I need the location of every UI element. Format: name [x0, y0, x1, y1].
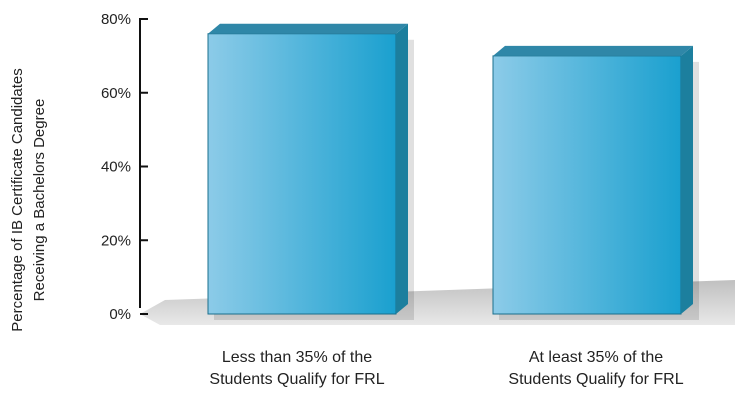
x-category-label: Students Qualify for FRL — [508, 371, 683, 388]
y-tick-label: 40% — [101, 159, 131, 176]
bar-top — [493, 45, 693, 56]
bar-side — [681, 45, 693, 314]
y-axis-title-line-2: Receiving a Bachelors Degree — [31, 99, 48, 302]
bar — [207, 23, 414, 320]
y-tick-label: 60% — [101, 85, 131, 102]
y-tick-label: 20% — [101, 232, 131, 249]
x-category-label: Students Qualify for FRL — [209, 371, 384, 388]
y-ticks: 0% 20% 40% 60% 80% — [101, 11, 148, 323]
bar — [492, 45, 699, 320]
bars — [207, 23, 699, 320]
y-axis-title: Percentage of IB Certificate Candidates … — [9, 68, 48, 331]
category-labels: Less than 35% of the Students Qualify for… — [209, 349, 683, 388]
bar-front — [207, 33, 397, 315]
y-tick-label: 80% — [101, 11, 131, 28]
x-category-label: Less than 35% of the — [222, 349, 372, 366]
y-axis-title-line-1: Percentage of IB Certificate Candidates — [9, 68, 26, 331]
bar-side — [396, 23, 408, 314]
bar-top — [208, 23, 408, 34]
bar-front — [492, 55, 682, 315]
y-tick-label: 0% — [109, 306, 131, 323]
x-category-label: At least 35% of the — [529, 349, 663, 366]
